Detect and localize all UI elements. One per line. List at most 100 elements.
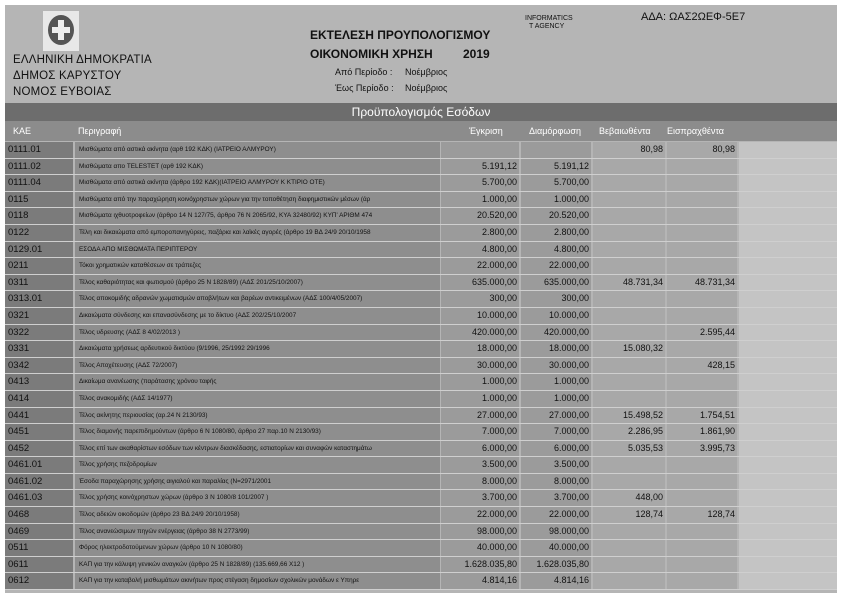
modified-cell: 7.000,00 — [521, 424, 591, 440]
description-cell: Δικαιώματα σύνδεσης και επανασύνδεσης με… — [75, 307, 440, 324]
description-cell: Τέλος Αποχέτευσης (ΑΔΣ 72/2007) — [75, 357, 440, 374]
kae-cell: 0461.03 — [5, 490, 73, 507]
certified-cell — [593, 540, 665, 556]
description-cell: Μισθώματα από την παραχώρηση κοινόχρηστω… — [75, 191, 440, 208]
certified-cell: 15.080,32 — [593, 341, 665, 357]
approved-cell: 98.000,00 — [441, 523, 519, 540]
kae-cell: 0611 — [5, 556, 73, 573]
from-period-value: Νοέμβριος — [405, 67, 448, 77]
description-cell: ΕΣΟΔΑ ΑΠΟ ΜΙΣΘΩΜΑΤΑ ΠΕΡΙΠΤΕΡΟΥ — [75, 241, 440, 258]
description-cell: Τέλος υδρευσης (ΑΔΣ 8 4/02/2013 ) — [75, 324, 440, 341]
kae-cell: 0322 — [5, 324, 73, 341]
table-row: 0511 Φόρος ηλεκτροδοτούμενων χώρων (άρθρο… — [5, 540, 837, 557]
kae-cell: 0612 — [5, 573, 73, 590]
table-row: 0313.01 Τέλος αποκομιδής αδρανών χωματισμ… — [5, 291, 837, 308]
kae-cell: 0313.01 — [5, 291, 73, 307]
kae-cell: 0469 — [5, 523, 73, 540]
modified-cell: 3.700,00 — [521, 490, 591, 507]
certified-cell — [593, 191, 665, 208]
description-cell: Τέλος αδειών οικοδομών (άρθρο 23 ΒΔ 24/9… — [75, 507, 440, 523]
collected-cell — [667, 175, 737, 191]
approved-cell: 635.000,00 — [441, 274, 519, 291]
modified-cell: 3.500,00 — [521, 457, 591, 473]
collected-cell — [667, 540, 737, 556]
approved-cell: 3.500,00 — [441, 457, 519, 473]
table-row: 0211 Τόκοι χρηματικών καταθέσεων σε τράπε… — [5, 258, 837, 275]
approved-cell: 22.000,00 — [441, 258, 519, 274]
certified-cell — [593, 307, 665, 324]
approved-cell: 2.800,00 — [441, 224, 519, 241]
to-period-label: Έως Περίοδο : — [335, 83, 394, 93]
collected-cell: 3.995,73 — [667, 440, 737, 457]
col-description: Περιγραφή — [78, 126, 122, 136]
section-title: Προϋπολογισμός Εσόδων — [5, 103, 837, 121]
approved-cell: 1.000,00 — [441, 191, 519, 208]
collected-cell — [667, 258, 737, 274]
modified-cell: 5.191,12 — [521, 158, 591, 175]
empty-cell — [739, 291, 837, 307]
modified-cell: 10.000,00 — [521, 307, 591, 324]
table-row: 0461.03 Τέλος χρήσης κοινόχρηστων χώρων (… — [5, 490, 837, 508]
kae-cell: 0414 — [5, 390, 73, 407]
certified-cell — [593, 258, 665, 274]
collected-cell — [667, 291, 737, 307]
collected-cell — [667, 191, 737, 208]
empty-cell — [739, 341, 837, 357]
empty-cell — [739, 390, 837, 407]
fiscal-year-label: ΟΙΚΟΝΟΜΙΚΗ ΧΡΗΣΗ — [310, 47, 433, 61]
approved-cell: 300,00 — [441, 291, 519, 307]
approved-cell: 5.191,12 — [441, 158, 519, 175]
approved-cell: 1.000,00 — [441, 390, 519, 407]
stamp-line: T AGENCY — [529, 23, 565, 30]
kae-cell: 0311 — [5, 274, 73, 291]
empty-cell — [739, 307, 837, 324]
approved-cell: 3.700,00 — [441, 490, 519, 507]
modified-cell: 20.520,00 — [521, 208, 591, 224]
modified-cell: 22.000,00 — [521, 258, 591, 274]
col-collected: Εισπραχθέντα — [667, 126, 724, 136]
modified-cell: 27.000,00 — [521, 407, 591, 424]
certified-cell — [593, 291, 665, 307]
approved-cell: 1.000,00 — [441, 374, 519, 390]
agency-stamp: INFORMATICS T AGENCY — [525, 15, 573, 31]
org-line-municipality: ΔΗΜΟΣ ΚΑΡΥΣΤΟΥ — [13, 70, 122, 82]
modified-cell: 40.000,00 — [521, 540, 591, 556]
modified-cell: 1.628.035,80 — [521, 556, 591, 573]
empty-cell — [739, 224, 837, 241]
empty-cell — [739, 191, 837, 208]
collected-cell: 428,15 — [667, 357, 737, 374]
table-row: 0342 Τέλος Αποχέτευσης (ΑΔΣ 72/2007) 30.00… — [5, 357, 837, 375]
modified-cell: 8.000,00 — [521, 473, 591, 490]
col-kae: ΚΑΕ — [13, 126, 32, 136]
collected-cell — [667, 556, 737, 573]
approved-cell — [441, 142, 519, 158]
table-body: 0111.01 Μισθώματα από αστικά ακίνητα (αρθ… — [5, 142, 837, 591]
certified-cell: 448,00 — [593, 490, 665, 507]
table-row: 0311 Τέλος καθαριότητας και φωτισμού (άρθ… — [5, 274, 837, 292]
approved-cell: 20.520,00 — [441, 208, 519, 224]
certified-cell: 128,74 — [593, 507, 665, 523]
description-cell: Τέλος ανανεώσιμων πηγών ενέργειας (άρθρο… — [75, 523, 440, 540]
table-row: 0413 Δικαίωμα ανανέωσης (παράτασης χρόνου… — [5, 374, 837, 391]
empty-cell — [739, 424, 837, 440]
report-page: ΕΛΛΗΝΙΚΗ ΔΗΜΟΚΡΑΤΙΑ ΔΗΜΟΣ ΚΑΡΥΣΤΟΥ ΝΟΜΟΣ… — [5, 5, 837, 593]
ada-code: ΑΔΑ: ΩΑΣ2ΩΕΦ-5Ε7 — [641, 11, 746, 23]
modified-cell: 1.000,00 — [521, 191, 591, 208]
kae-cell: 0511 — [5, 540, 73, 556]
modified-cell: 98.000,00 — [521, 523, 591, 540]
org-line-country: ΕΛΛΗΝΙΚΗ ΔΗΜΟΚΡΑΤΙΑ — [13, 54, 152, 66]
modified-cell: 4.800,00 — [521, 241, 591, 258]
table-row: 0111.04 Μισθώματα από αστικά ακίνητα (άρθ… — [5, 175, 837, 192]
certified-cell — [593, 573, 665, 590]
description-cell: Τέλος αποκομιδής αδρανών χωματισμών αποβ… — [75, 291, 440, 307]
collected-cell — [667, 490, 737, 507]
table-row: 0118 Μισθώματα ιχθυοτροφείων (άρθρο 14 Ν … — [5, 208, 837, 225]
modified-cell — [521, 142, 591, 158]
description-cell: Δικαιώματα χρήσεως αρδευτικού δικτύου (9… — [75, 341, 440, 357]
collected-cell — [667, 390, 737, 407]
empty-cell — [739, 241, 837, 258]
certified-cell — [593, 523, 665, 540]
certified-cell — [593, 241, 665, 258]
description-cell: Μισθώματα ιχθυοτροφείων (άρθρο 14 Ν 127/… — [75, 208, 440, 224]
description-cell: Μισθώματα από αστικά ακίνητα (αρθ 192 ΚΔ… — [75, 142, 440, 158]
